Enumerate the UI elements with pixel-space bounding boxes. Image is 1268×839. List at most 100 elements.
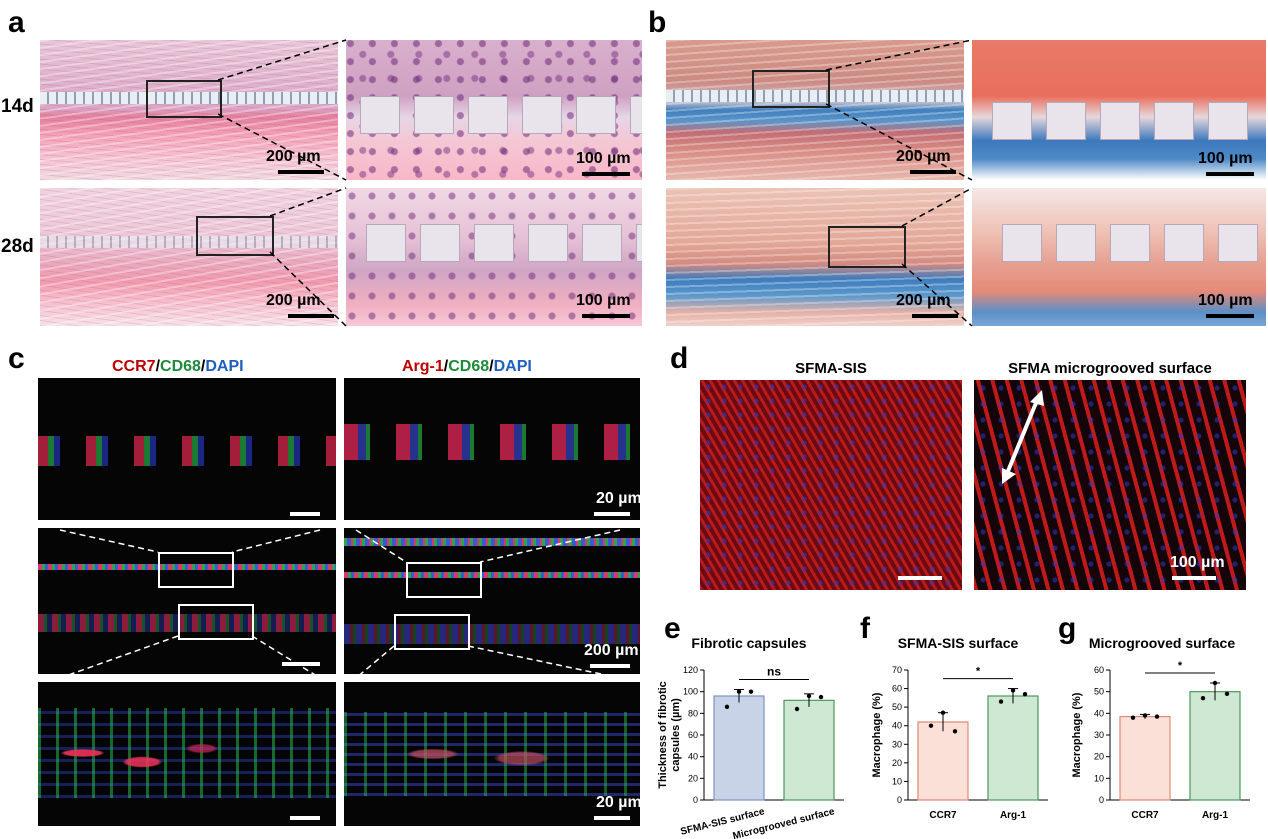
- title-part: CCR7: [112, 358, 156, 375]
- y-tick-label: 0: [1099, 795, 1104, 805]
- bar: [783, 699, 835, 801]
- y-tick-label: 60: [892, 684, 902, 694]
- y-tick-label: 0: [693, 795, 698, 805]
- y-axis-label: Macrophage (%): [871, 692, 883, 777]
- if-ccr7-zoom-bottom: [38, 682, 336, 826]
- significance-label: ns: [767, 665, 781, 679]
- fluorescence-signal: [38, 436, 336, 466]
- x-tick-label: CCR7: [1131, 810, 1159, 821]
- y-tick-label: 100: [683, 687, 698, 697]
- data-point: [1224, 691, 1230, 697]
- panel-label-b: b: [648, 6, 667, 39]
- microgroove-layer: [40, 236, 338, 248]
- y-tick-label: 50: [1094, 687, 1104, 697]
- he-14d-zoom: 100 µm: [346, 40, 642, 180]
- significance-label: *: [976, 666, 981, 678]
- if-arg1-overview: 200 µm: [344, 528, 640, 674]
- zoom-box: [158, 552, 234, 588]
- he-28d-overview: 200 µm: [40, 188, 338, 326]
- chart-g: Microgrooved surface 0 10 20 30 40 50 60 Macroph…: [1071, 635, 1250, 821]
- zoom-connectors-ab: [217, 39, 973, 327]
- scalebar: [290, 512, 320, 516]
- microgroove-layer: [40, 92, 338, 104]
- scalebar: [912, 314, 958, 318]
- scalebar: [594, 816, 630, 820]
- zoom-connectors-c: [59, 529, 621, 679]
- zoom-box: [828, 226, 906, 268]
- scalebar-label: 20 µm: [596, 490, 640, 507]
- masson-14d-zoom: 100 µm: [972, 40, 1266, 180]
- masson-14d-overview: 200 µm: [666, 40, 964, 180]
- bar: [917, 721, 969, 801]
- scalebar-label: 200 µm: [896, 292, 951, 309]
- panel-label-e: e: [664, 612, 681, 645]
- panel-c-right-title: Arg-1/CD68/DAPI: [402, 358, 532, 376]
- scalebar: [1172, 576, 1216, 580]
- data-point: [1022, 691, 1028, 697]
- panel-d-right-title: SFMA microgrooved surface: [1008, 360, 1212, 377]
- data-point: [1130, 715, 1136, 720]
- pillars: [360, 96, 642, 134]
- x-tick-label: CCR7: [929, 810, 957, 821]
- zoom-box: [196, 216, 274, 256]
- bar: [1189, 691, 1241, 801]
- y-tick-label: 10: [892, 776, 902, 786]
- title-part: /: [489, 358, 494, 375]
- y-tick-label: 30: [892, 739, 902, 749]
- he-28d-zoom: 100 µm: [346, 188, 642, 326]
- masson-28d-overview: 200 µm: [666, 188, 964, 326]
- scalebar: [590, 664, 630, 668]
- y-tick-label: 0: [897, 795, 902, 805]
- scalebar-label: 100 µm: [1198, 150, 1253, 167]
- scalebar-label: 100 µm: [1198, 292, 1253, 309]
- scalebar: [1206, 172, 1254, 176]
- scalebar: [910, 170, 956, 174]
- y-tick-label: 70: [892, 665, 902, 675]
- panel-label-a: a: [8, 6, 25, 39]
- data-point: [998, 699, 1004, 704]
- y-axis-label: Macrophage (%): [1071, 692, 1083, 777]
- scalebar: [594, 512, 630, 516]
- data-point: [794, 706, 800, 712]
- scalebar-label: 100 µm: [576, 292, 631, 309]
- significance-label: *: [1178, 660, 1183, 672]
- fluorescence-signal: [344, 572, 640, 578]
- x-tick-label: Arg-1: [1000, 810, 1027, 821]
- if-ccr7-zoom-top: [38, 378, 336, 520]
- data-point: [1142, 713, 1148, 718]
- chart-title: Microgrooved surface: [1089, 635, 1235, 651]
- y-tick-label: 20: [1094, 752, 1104, 762]
- y-tick-label: 80: [688, 708, 698, 718]
- panel-label-d: d: [670, 342, 689, 375]
- title-part: DAPI: [493, 358, 532, 375]
- title-part: CD68: [448, 358, 490, 375]
- y-tick-label: 50: [892, 702, 902, 712]
- alignment-arrow-icon: [1002, 390, 1044, 484]
- if-ccr7-overview: [38, 528, 336, 674]
- scalebar-label: 100 µm: [1170, 554, 1225, 571]
- panel-d-left-title: SFMA-SIS: [795, 360, 867, 377]
- title-part: Arg-1: [402, 358, 444, 375]
- title-part: /: [155, 358, 161, 375]
- scalebar: [582, 314, 630, 318]
- fluorescence-signal: [38, 564, 336, 570]
- fluorescence-signal: [344, 538, 640, 546]
- sfma-microgrooved-stain: 100 µm: [974, 380, 1246, 590]
- scalebar: [282, 662, 320, 666]
- pillars: [992, 102, 1248, 140]
- fluorescence-signal: [344, 712, 640, 796]
- data-point: [1212, 680, 1218, 686]
- zoom-box: [146, 80, 222, 118]
- data-point: [952, 729, 958, 734]
- row-label-14d: 14d: [1, 96, 34, 117]
- fluorescence-signal: [344, 624, 640, 644]
- pillars: [1002, 224, 1258, 262]
- zoom-box: [752, 70, 830, 108]
- scalebar: [1206, 314, 1254, 318]
- if-arg1-zoom-bottom: 20 µm: [344, 682, 640, 826]
- he-14d-overview: 200 µm: [40, 40, 338, 180]
- panel-label-f: f: [860, 612, 870, 645]
- data-point: [1200, 695, 1206, 701]
- fluorescence-signal: [38, 614, 336, 632]
- scalebar: [288, 314, 334, 318]
